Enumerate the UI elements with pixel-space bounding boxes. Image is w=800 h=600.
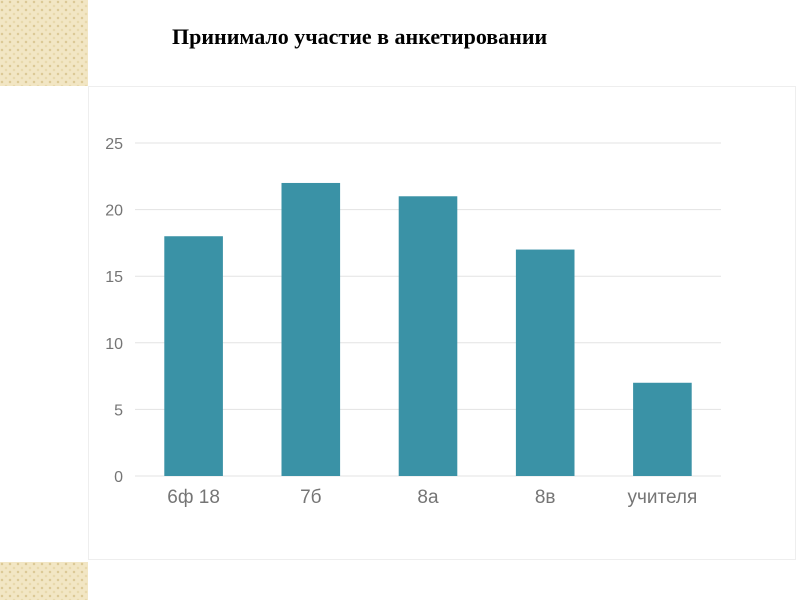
y-tick-label: 25 <box>105 136 123 153</box>
y-tick-label: 0 <box>114 469 123 486</box>
bar <box>515 249 575 476</box>
x-category-label: 6ф 18 <box>167 487 220 508</box>
bar <box>633 382 692 476</box>
y-tick-label: 20 <box>105 203 123 220</box>
slide-title: Принимало участие в анкетировании <box>172 24 548 49</box>
x-category-label: учителя <box>627 487 697 508</box>
x-category-label: 8а <box>417 487 439 508</box>
bar-chart: 0 5 10 15 20 25 6ф 18 7б 8а 8в учителя <box>105 136 721 508</box>
y-tick-label: 5 <box>114 402 123 419</box>
bar <box>164 236 223 476</box>
x-category-label: 8в <box>535 487 556 508</box>
corner-decoration-bottom <box>0 562 88 600</box>
y-tick-label: 15 <box>105 269 123 286</box>
y-tick-label: 10 <box>105 336 123 353</box>
corner-decoration-top <box>0 0 88 86</box>
bar <box>281 182 341 476</box>
bar <box>398 196 458 476</box>
x-category-label: 7б <box>300 487 322 508</box>
chart-frame: 0 5 10 15 20 25 6ф 18 7б 8а 8в учителя <box>88 86 796 560</box>
